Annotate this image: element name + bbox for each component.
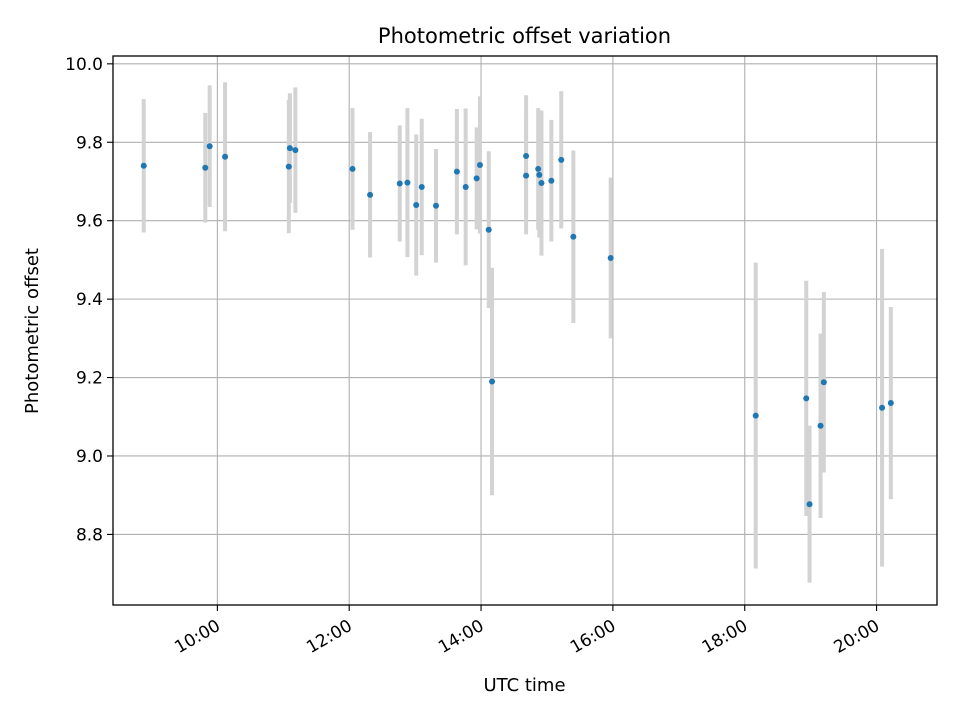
y-axis-title: Photometric offset [22, 248, 43, 414]
data-point [752, 412, 759, 419]
data-point [206, 143, 213, 150]
y-tick-label: 10.0 [65, 55, 103, 75]
data-points [140, 143, 894, 508]
data-point [396, 180, 403, 187]
y-tick-label: 9.6 [76, 212, 103, 232]
data-point [473, 175, 480, 182]
y-tick-label: 9.0 [76, 447, 103, 467]
data-point [202, 164, 209, 171]
data-point [548, 177, 555, 184]
data-point [607, 254, 614, 261]
y-axis: 8.8 9.0 9.2 9.4 9.6 9.8 10.0 [65, 55, 113, 545]
data-point [476, 162, 483, 169]
data-point [485, 226, 492, 233]
data-point [523, 172, 530, 179]
data-point [535, 165, 542, 172]
data-point [285, 163, 292, 170]
data-point [404, 179, 411, 186]
data-point [433, 202, 440, 209]
y-tick-label: 9.4 [76, 290, 103, 310]
data-point [887, 400, 894, 407]
data-point [349, 165, 356, 172]
y-tick-label: 9.2 [76, 369, 103, 389]
data-point [820, 379, 827, 386]
y-tick-label: 8.8 [76, 525, 103, 545]
data-point [453, 168, 460, 175]
plot-frame [112, 55, 938, 606]
data-point [523, 152, 530, 159]
data-point [536, 171, 543, 178]
data-point [462, 183, 469, 190]
chart-title: Photometric offset variation [378, 24, 671, 48]
data-point [879, 404, 886, 411]
data-point [418, 183, 425, 190]
x-axis-title: UTC time [483, 675, 565, 696]
data-point [803, 395, 810, 402]
data-point [140, 162, 147, 169]
y-tick-label: 9.8 [76, 133, 103, 153]
data-point [489, 378, 496, 385]
data-point [367, 191, 374, 198]
data-point [222, 153, 229, 160]
data-point [538, 180, 545, 187]
data-point [413, 202, 420, 209]
data-point [806, 501, 813, 508]
data-point [292, 147, 299, 154]
data-point [558, 156, 565, 163]
data-point [817, 422, 824, 429]
data-point [286, 145, 293, 152]
data-point [570, 233, 577, 240]
